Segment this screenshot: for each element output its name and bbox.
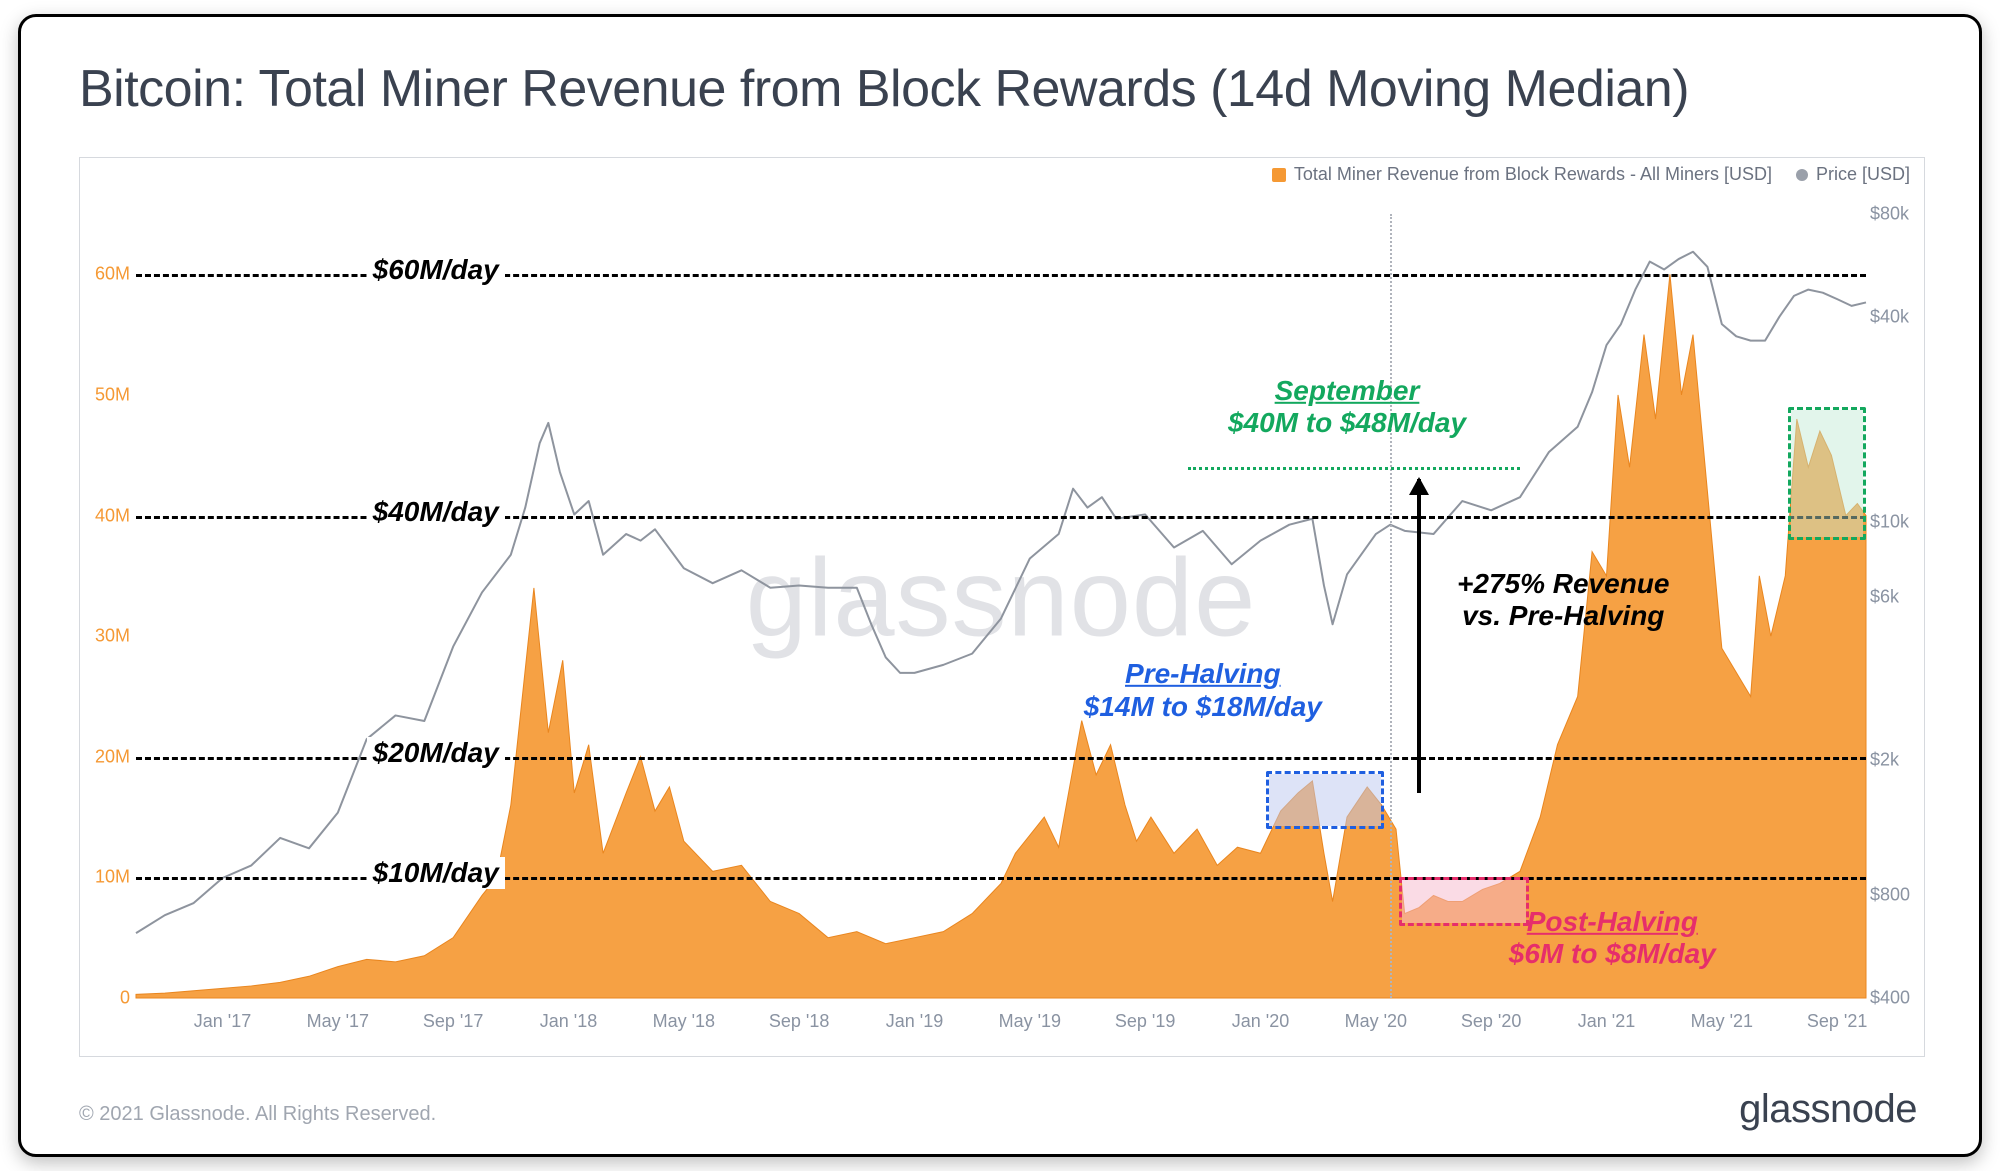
y-right-tick: $6k bbox=[1870, 587, 1920, 608]
legend-label-revenue: Total Miner Revenue from Block Rewards -… bbox=[1294, 164, 1772, 185]
highlight-box bbox=[1788, 407, 1866, 540]
legend-label-price: Price [USD] bbox=[1816, 164, 1910, 185]
x-tick: Jan '17 bbox=[194, 1011, 251, 1032]
y-left-tick: 20M bbox=[86, 746, 130, 767]
y-right-tick: $10k bbox=[1870, 511, 1920, 532]
annotation-pre-halving: Pre-Halving$14M to $18M/day bbox=[1084, 658, 1322, 722]
plot-area: glassnode $60M/day$40M/day$20M/day$10M/d… bbox=[136, 214, 1866, 998]
reference-line-label: $40M/day bbox=[367, 496, 505, 528]
x-tick: Jan '19 bbox=[886, 1011, 943, 1032]
y-right-tick: $40k bbox=[1870, 306, 1920, 327]
legend-swatch-revenue bbox=[1272, 168, 1286, 182]
brand-logo: glassnode bbox=[1739, 1087, 1917, 1132]
y-right-tick: $800 bbox=[1870, 885, 1920, 906]
y-left-tick: 30M bbox=[86, 626, 130, 647]
y-left-tick: 50M bbox=[86, 384, 130, 405]
x-tick: Jan '21 bbox=[1578, 1011, 1635, 1032]
september-dotted-line bbox=[1188, 467, 1520, 470]
x-tick: Sep '20 bbox=[1461, 1011, 1522, 1032]
x-tick: Sep '21 bbox=[1807, 1011, 1868, 1032]
x-tick: Jan '18 bbox=[540, 1011, 597, 1032]
annotation-post-halving: Post-Halving$6M to $8M/day bbox=[1509, 906, 1716, 970]
annotation-arrow: +275% Revenuevs. Pre-Halving bbox=[1457, 568, 1669, 632]
x-tick: Sep '17 bbox=[423, 1011, 484, 1032]
legend-item-revenue: Total Miner Revenue from Block Rewards -… bbox=[1272, 164, 1772, 185]
y-left-tick: 10M bbox=[86, 867, 130, 888]
reference-line-label: $10M/day bbox=[367, 857, 505, 889]
x-tick: May '18 bbox=[653, 1011, 715, 1032]
x-tick: May '21 bbox=[1691, 1011, 1753, 1032]
x-tick: Jan '20 bbox=[1232, 1011, 1289, 1032]
legend: Total Miner Revenue from Block Rewards -… bbox=[1272, 164, 1910, 185]
y-right-tick: $2k bbox=[1870, 749, 1920, 770]
y-left-tick: 40M bbox=[86, 505, 130, 526]
y-left-tick: 0 bbox=[86, 988, 130, 1009]
chart-card: Bitcoin: Total Miner Revenue from Block … bbox=[18, 14, 1982, 1157]
x-tick: Sep '18 bbox=[769, 1011, 830, 1032]
x-tick: May '19 bbox=[999, 1011, 1061, 1032]
halving-vline bbox=[1390, 214, 1392, 998]
highlight-box bbox=[1266, 771, 1384, 829]
copyright: © 2021 Glassnode. All Rights Reserved. bbox=[79, 1103, 436, 1126]
x-tick: Sep '19 bbox=[1115, 1011, 1176, 1032]
reference-line-label: $20M/day bbox=[367, 737, 505, 769]
annotation-september: September$40M to $48M/day bbox=[1228, 375, 1466, 439]
x-tick: May '17 bbox=[307, 1011, 369, 1032]
reference-line-label: $60M/day bbox=[367, 254, 505, 286]
y-right-tick: $80k bbox=[1870, 204, 1920, 225]
legend-swatch-price bbox=[1796, 169, 1808, 181]
revenue-arrow bbox=[1417, 479, 1421, 793]
y-right-tick: $400 bbox=[1870, 988, 1920, 1009]
y-left-tick: 60M bbox=[86, 264, 130, 285]
x-tick: May '20 bbox=[1345, 1011, 1407, 1032]
chart-container: Total Miner Revenue from Block Rewards -… bbox=[79, 157, 1925, 1057]
legend-item-price: Price [USD] bbox=[1796, 164, 1910, 185]
chart-title: Bitcoin: Total Miner Revenue from Block … bbox=[79, 59, 1689, 119]
